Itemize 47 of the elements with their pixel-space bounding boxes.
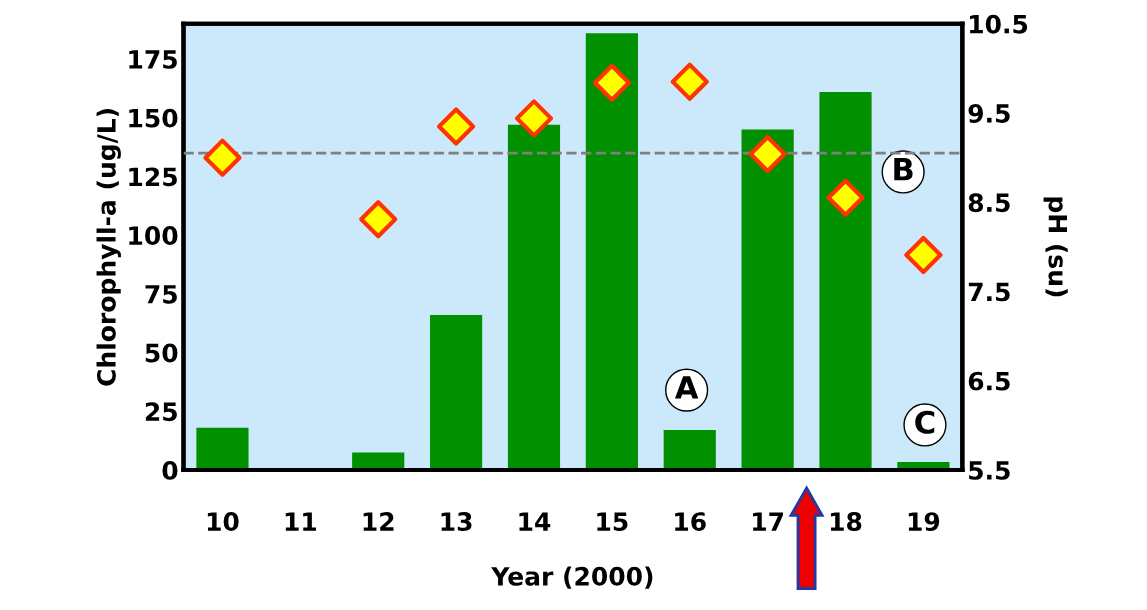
bar bbox=[741, 129, 794, 470]
x-axis-title: Year (2000) bbox=[491, 566, 653, 589]
point bbox=[826, 178, 865, 217]
x-tick-label: 18 bbox=[830, 512, 862, 532]
y2-tick-label: 8.5 bbox=[968, 193, 1010, 213]
point bbox=[904, 235, 943, 275]
y2-tick-label: 7.5 bbox=[968, 282, 1010, 302]
y2-axis-title: pH (su) bbox=[1043, 197, 1068, 297]
point bbox=[203, 138, 242, 177]
bar bbox=[507, 124, 561, 470]
point bbox=[592, 63, 631, 102]
x-tick-label: 11 bbox=[285, 512, 317, 531]
y-tick-label: 175 bbox=[129, 50, 177, 69]
x-tick-label: 17 bbox=[753, 512, 784, 531]
y-tick-label: 75 bbox=[145, 285, 177, 304]
bar bbox=[196, 427, 249, 470]
y2-tick-label: 10.5 bbox=[970, 14, 1028, 34]
annotation: A bbox=[674, 376, 699, 399]
y2-tick-label: 5.5 bbox=[969, 461, 1010, 480]
point bbox=[670, 62, 709, 101]
bar bbox=[819, 91, 872, 470]
bar bbox=[585, 33, 638, 470]
bar bbox=[663, 430, 716, 470]
x-tick-label: 16 bbox=[675, 512, 706, 532]
x-tick-label: 15 bbox=[597, 512, 628, 532]
y-tick-label: 125 bbox=[129, 167, 177, 187]
y2-tick-label: 9.5 bbox=[968, 104, 1010, 123]
x-tick-label: 19 bbox=[908, 512, 940, 532]
annotation: B bbox=[894, 158, 913, 181]
y-tick-label: 50 bbox=[145, 343, 178, 363]
x-tick-label: 14 bbox=[519, 512, 551, 531]
x-tick-label: 10 bbox=[207, 512, 239, 532]
x-tick-label: 12 bbox=[363, 512, 394, 531]
y-axis-title: Chlorophyll-a (ug/L) bbox=[96, 109, 121, 386]
point bbox=[748, 134, 787, 174]
point bbox=[514, 99, 554, 138]
x-tick-label: 13 bbox=[441, 512, 472, 532]
annotation: C bbox=[915, 410, 935, 434]
y-tick-label: 100 bbox=[129, 226, 178, 246]
point bbox=[359, 200, 398, 239]
y-tick-label: 150 bbox=[129, 108, 178, 128]
bar bbox=[352, 452, 405, 470]
y-tick-label: 0 bbox=[162, 460, 178, 480]
bar bbox=[430, 315, 483, 470]
point bbox=[437, 107, 476, 146]
y-tick-label: 25 bbox=[145, 402, 177, 422]
y2-tick-label: 6.5 bbox=[968, 371, 1010, 391]
